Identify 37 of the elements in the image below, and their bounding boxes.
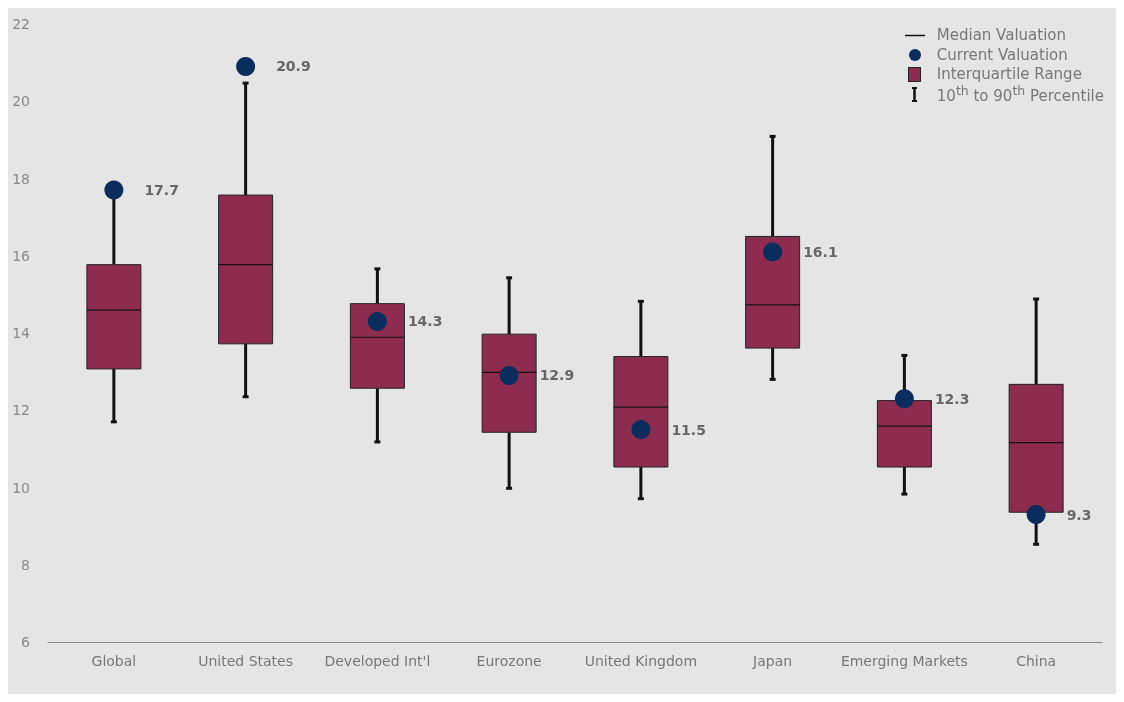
point <box>236 56 256 76</box>
point <box>763 242 783 262</box>
point <box>104 180 124 200</box>
y-tick-label: 8 <box>21 556 30 573</box>
data-label: 16.1 <box>803 243 838 260</box>
x-tick-label: China <box>1016 653 1057 669</box>
point <box>367 311 387 331</box>
x-tick-label: Eurozone <box>476 653 542 669</box>
data-label: 9.3 <box>1066 506 1092 523</box>
x-tick-label: United Kingdom <box>584 653 698 669</box>
legend-label: Current Valuation <box>936 45 1068 64</box>
annotation: 10$^{th}$ to 90$^{th}$ Percentile <box>936 82 1104 105</box>
data-label: 12.3 <box>934 390 970 407</box>
y-tick-label: 12 <box>12 402 30 419</box>
y-tick-label: 14 <box>12 325 31 341</box>
point <box>894 389 914 409</box>
y-tick-label: 6 <box>21 634 31 650</box>
x-tick-label: Emerging Markets <box>840 653 968 669</box>
data-label: 14.3 <box>407 313 443 330</box>
point <box>1026 505 1046 525</box>
annotation: Median Valuation <box>936 26 1066 45</box>
point <box>499 365 519 385</box>
legend-label: Interquartile Range <box>936 65 1082 84</box>
point <box>631 420 651 440</box>
x-tick-label: United States <box>198 653 294 669</box>
x-tick-label: Japan <box>752 653 793 669</box>
y-tick-label: 10 <box>12 479 30 496</box>
x-tick-label: Global <box>91 653 137 669</box>
data-label: 17.7 <box>144 182 179 199</box>
y-tick-label: 22 <box>12 16 30 32</box>
data-label: 11.5 <box>671 421 706 438</box>
data-label: 20.9 <box>276 58 311 75</box>
x-tick-label: Developed Int'l <box>324 653 431 669</box>
y-tick-label: 20 <box>12 93 30 110</box>
y-tick-label: 18 <box>12 170 30 187</box>
data-label: 12.9 <box>539 367 575 384</box>
y-tick-label: 16 <box>12 247 31 264</box>
